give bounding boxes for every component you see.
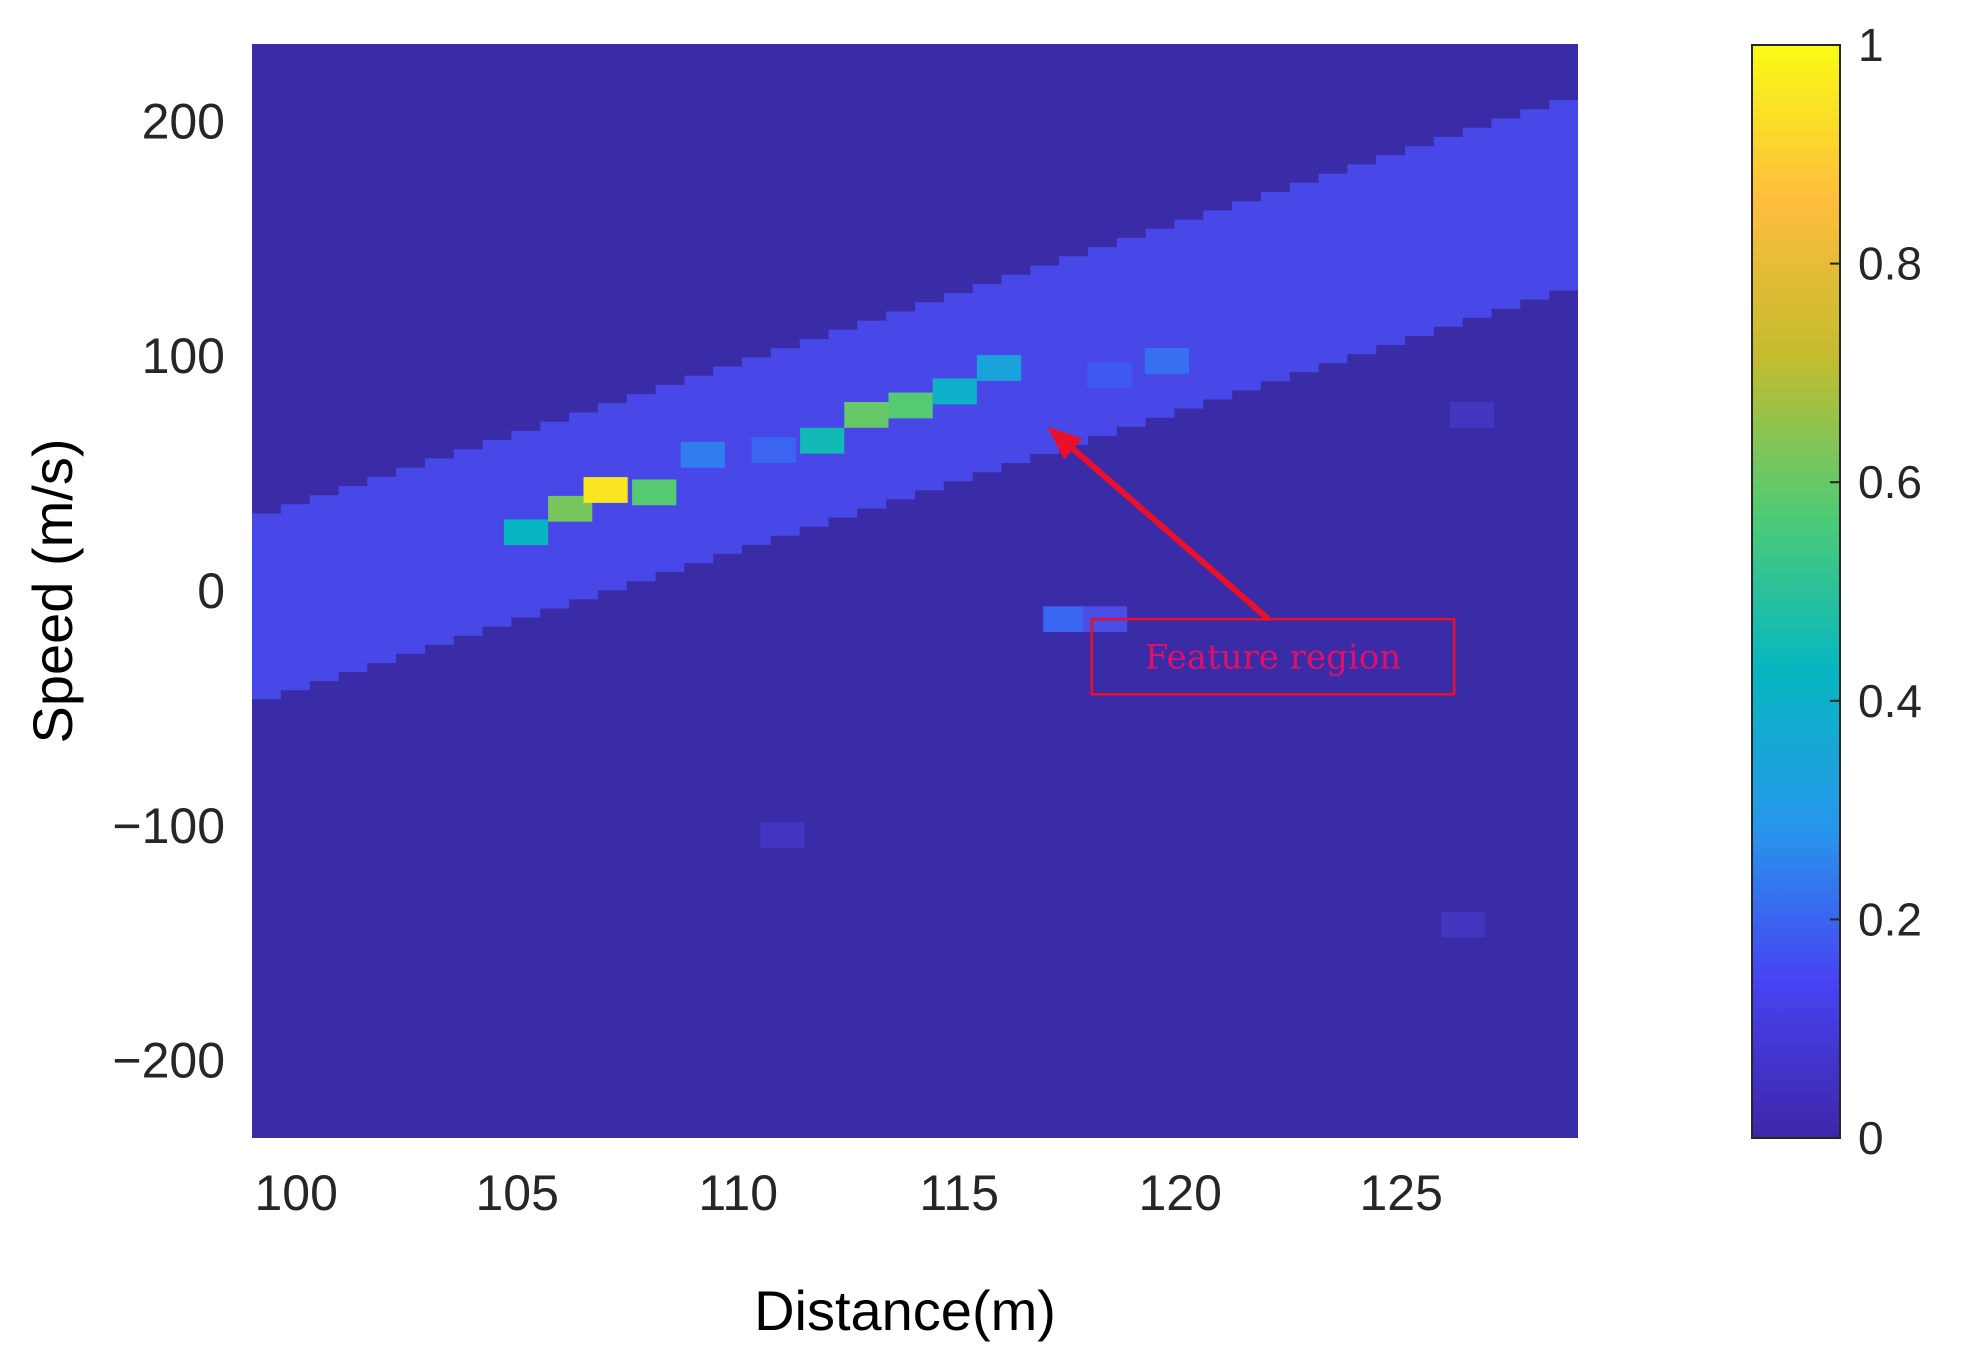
annotation-text: Feature region [1145,638,1401,678]
colorbar-tick-label: 0.6 [1858,456,1922,508]
heatmap-cell [1087,362,1132,388]
heatmap-cell [888,392,933,419]
y-axis-label: Speed (m/s) [21,439,84,744]
heatmap-cells [503,348,1494,938]
x-axis-label: Distance(m) [754,1279,1056,1342]
annotation-arrow [1071,446,1271,622]
heatmap-cell [800,427,845,454]
colorbar-tick-label: 0.8 [1858,238,1922,290]
heatmap-cell [1449,402,1494,428]
y-tick-label: 100 [142,328,225,384]
y-tick-label: −100 [112,798,225,854]
y-axis-ticks: 200 100 0 −100 −200 [112,94,225,1089]
y-tick-label: −200 [112,1033,225,1089]
x-axis-ticks: 100 105 110 115 120 125 [254,1165,1442,1221]
x-tick-label: 105 [475,1165,558,1221]
y-tick-label: 0 [197,563,225,619]
colorbar-gradient [1751,44,1841,1139]
y-tick-label: 200 [142,94,225,150]
x-tick-label: 120 [1138,1165,1221,1221]
x-tick-label: 115 [919,1165,999,1221]
colorbar-ticks: 1 0.8 0.6 0.4 0.2 0 [1830,19,1922,1164]
colorbar-tick-label: 0.4 [1858,675,1922,727]
colorbar-tick-label: 0.2 [1858,893,1922,945]
annotation: Feature region [1047,426,1456,696]
heatmap-cell [583,477,628,503]
x-tick-label: 110 [698,1165,778,1221]
heatmap-cell [760,822,805,848]
heatmap-cell [932,378,977,405]
heatmap-cell [976,355,1022,381]
heatmap-cell [751,437,796,463]
heatmap-cell [503,519,549,546]
x-tick-label: 125 [1359,1165,1442,1221]
colorbar: 1 0.8 0.6 0.4 0.2 0 [1751,19,1922,1164]
colorbar-tick-label: 0 [1858,1112,1884,1164]
annotation-arrowhead [1047,426,1083,460]
heatmap-cell [844,402,889,428]
plot-area [252,44,1578,1138]
annotation-box [1090,617,1456,696]
colorbar-tick-label: 1 [1858,19,1884,71]
heatmap-cell [1441,911,1486,938]
heatmap-cell [632,479,677,506]
heatmap-cell [1144,348,1189,374]
x-tick-label: 100 [254,1165,337,1221]
heatmap-cell [1043,606,1088,633]
heatmap-cell [680,441,725,468]
